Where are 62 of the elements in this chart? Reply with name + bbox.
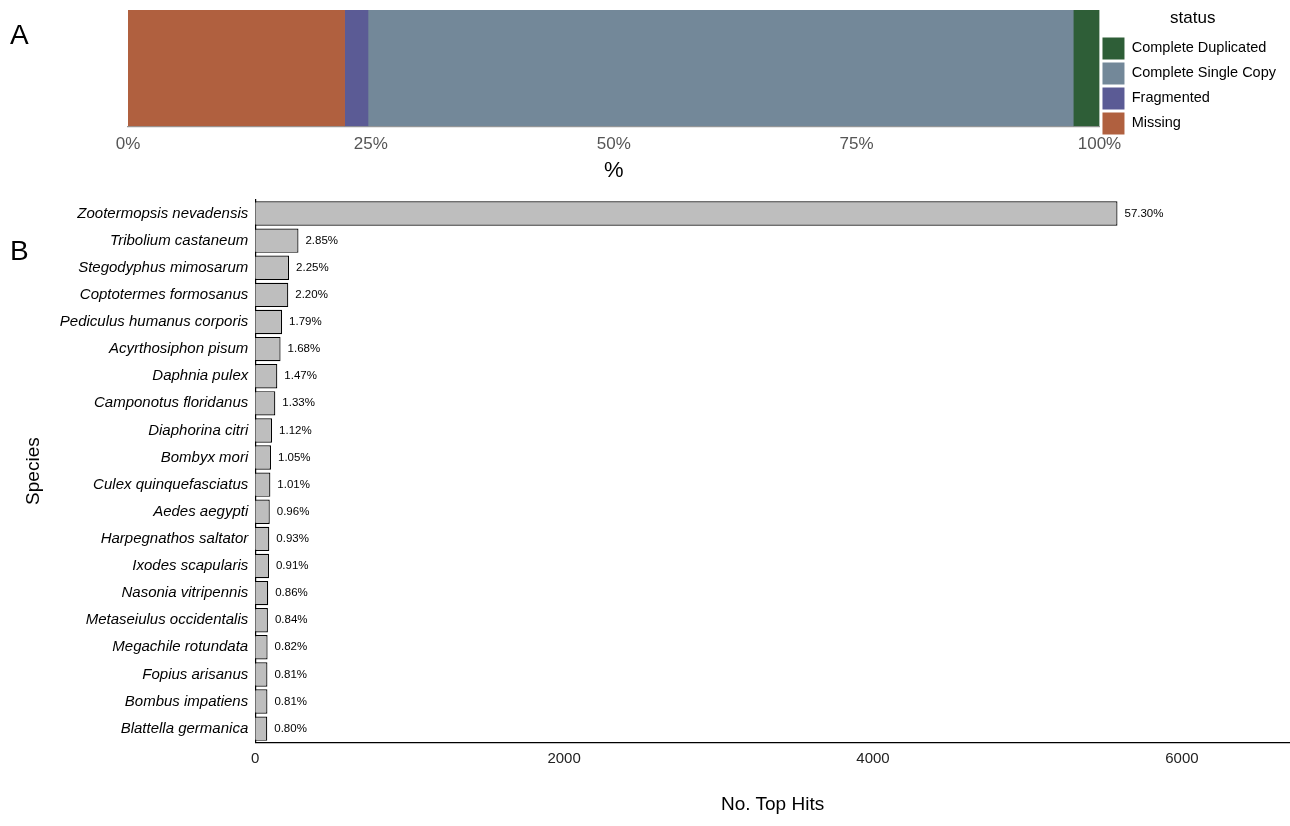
annotation: 57.30% [1124,206,1164,219]
y-tick-label: Aedes aegypti [152,501,249,519]
annotation: 0.81% [274,667,308,680]
legend-label: Fragmented [1131,89,1210,106]
annotation: 1.79% [289,315,322,328]
annotation: 2.25% [296,260,329,273]
annotation: 0.84% [274,613,308,626]
annotation: 2.20% [295,288,328,301]
x-axis-title: No. Top Hits [721,792,825,814]
annotation: 0.86% [275,586,308,599]
annotation: 1.33% [282,396,315,409]
x-tick-label: 100% [1077,134,1122,154]
y-tick-label: Nasonia vitripennis [121,583,249,601]
annotation: 0.82% [274,640,308,653]
y-axis-title: Species [21,437,43,505]
annotation: 1.01% [277,477,310,490]
annotation: 1.05% [277,450,311,463]
text: A [10,18,29,50]
annotation: 0.91% [275,559,309,572]
y-tick-label: Fopius arisanus [142,664,249,682]
legend-label: Complete Duplicated [1131,39,1267,56]
y-tick-label: Daphnia pulex [152,366,249,384]
annotation: 0.96% [276,504,310,517]
y-tick-label: Harpegnathos saltator [100,529,250,547]
annotation: 2.85% [305,233,339,246]
bar [367,10,1074,127]
x-axis-title: % [603,156,624,182]
y-tick-label: Pediculus humanus corporis [59,312,249,330]
y-tick-label: Acyrthosiphon pisum [108,339,249,357]
legend-label: Missing [1131,114,1181,131]
y-tick-label: Tribolium castaneum [110,230,249,248]
annotation: 1.12% [279,423,312,436]
annotation: 1.47% [284,369,317,382]
y-tick-label: Zootermopsis nevadensis [76,203,249,221]
legend-title: status [1170,8,1216,28]
y-tick-label: Bombus impatiens [124,691,249,709]
y-tick-label: Metaseiulus occidentalis [85,610,249,628]
text: B [10,234,29,266]
x-tick-label: 50% [596,134,631,154]
y-tick-label: Culex quinquefasciatus [93,474,249,492]
x-tick-label: 0 [251,749,260,767]
x-tick-label: 75% [839,134,874,154]
y-tick-label: Diaphorina citri [148,420,249,438]
y-tick-label: Megachile rotundata [112,637,249,655]
x-tick-label: 0% [115,134,141,154]
y-tick-label: Ixodes scapularis [132,556,249,574]
y-tick-label: Blattella germanica [120,718,249,736]
annotation: 0.81% [274,694,308,707]
x-tick-label: 25% [353,134,388,154]
bar [344,10,369,127]
annotation: 0.93% [276,532,309,545]
annotation: 1.68% [287,342,321,355]
y-tick-label: Bombyx mori [160,447,249,465]
y-tick-label: Stegodyphus mimosarum [78,257,249,275]
x-tick-label: 6000 [1165,749,1199,767]
x-tick-label: 4000 [856,749,890,767]
y-tick-label: Camponotus floridanus [93,393,249,411]
x-tick-label: 2000 [547,749,581,767]
y-tick-label: Coptotermes formosanus [79,285,249,303]
bar [128,10,345,127]
annotation: 0.80% [274,721,307,734]
legend-label: Complete Single Copy [1131,64,1277,81]
